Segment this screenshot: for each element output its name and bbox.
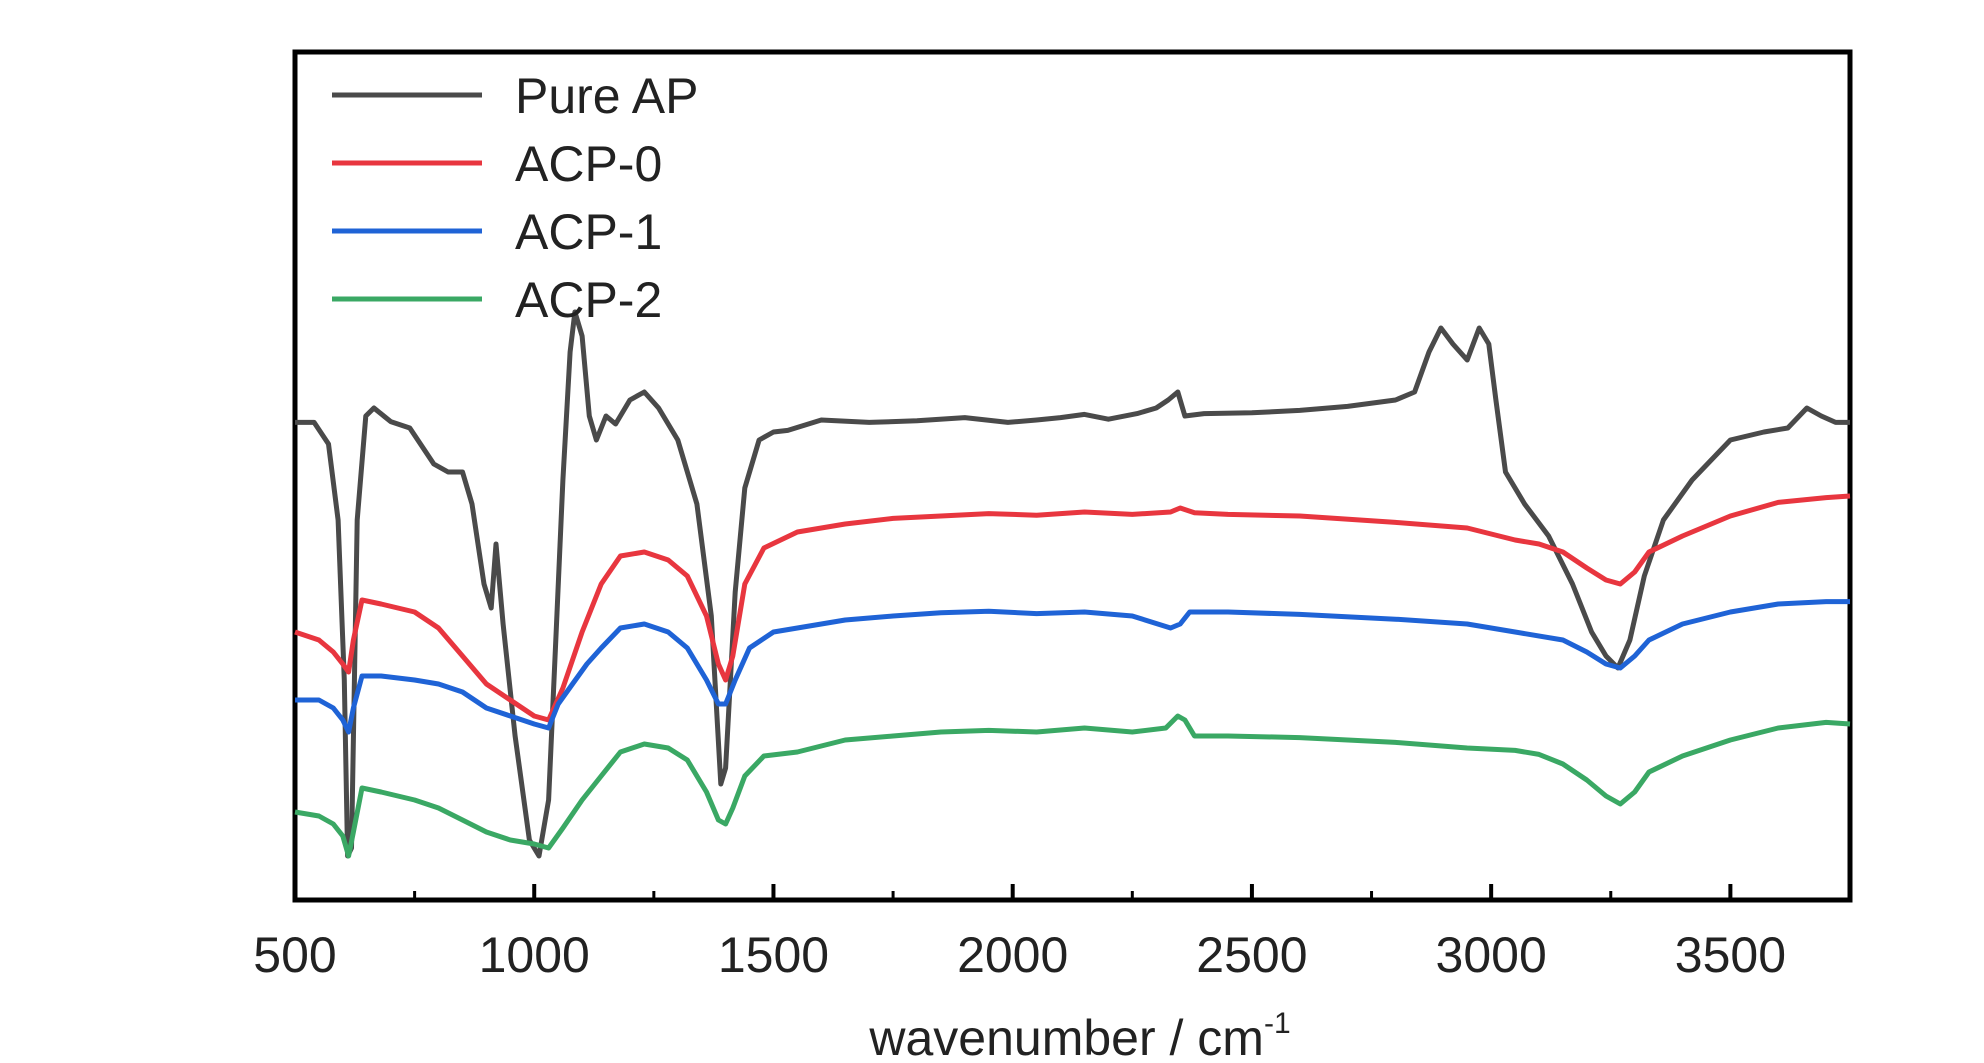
legend-label: ACP-1: [515, 204, 662, 260]
series-line-acp-1: [295, 599, 1850, 735]
series-line-acp-2: [294, 713, 1851, 859]
x-axis-title-text: wavenumber / cm: [868, 1010, 1264, 1063]
x-axis-ticks: 500 1000 1500 2000 2500 3000 3500: [253, 884, 1786, 983]
x-tick-label: 1000: [479, 927, 590, 983]
x-tick-label: 2000: [957, 927, 1068, 983]
series-line-pure-ap: [295, 309, 1850, 859]
x-axis-title-superscript: -1: [1264, 1007, 1291, 1040]
x-tick-label: 3000: [1436, 927, 1547, 983]
x-axis-title: wavenumber / cm-1: [868, 1007, 1290, 1063]
x-tick-label: 2500: [1196, 927, 1307, 983]
series-layer: [294, 309, 1851, 859]
x-tick-label: 1500: [718, 927, 829, 983]
legend-label: ACP-2: [515, 272, 662, 328]
x-tick-label: 3500: [1675, 927, 1786, 983]
plot-frame: [292, 49, 1853, 903]
series-line-acp-0: [294, 493, 1851, 723]
legend-label: Pure AP: [515, 68, 698, 124]
legend-label: ACP-0: [515, 136, 662, 192]
x-tick-label: 500: [253, 927, 336, 983]
legend: Pure AP ACP-0 ACP-1 ACP-2: [332, 68, 698, 328]
